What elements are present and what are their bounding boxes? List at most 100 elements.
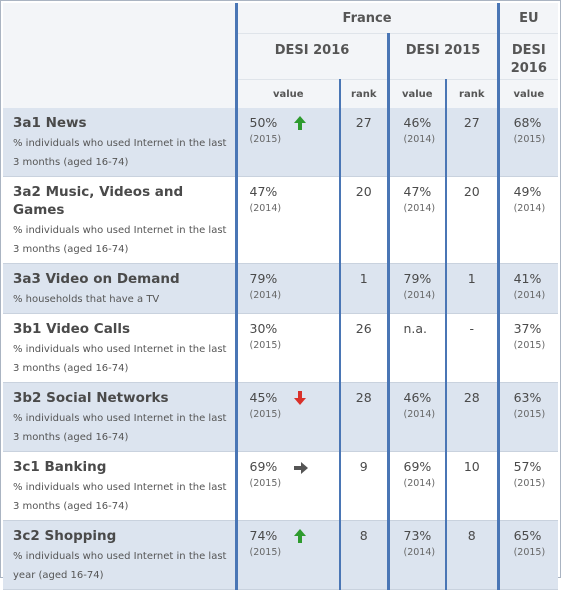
value-2015: 46%	[403, 390, 432, 405]
value-2015-cell: 46% (2014)	[388, 382, 446, 452]
rank-2015: 10	[444, 451, 500, 521]
value-2016: 74%	[249, 528, 278, 543]
indicator-title: 3a2 Music, Videos and Games	[13, 184, 184, 218]
rank-2016: 26	[340, 313, 390, 383]
arrow-up-icon	[294, 529, 339, 543]
trend-cell	[294, 108, 341, 177]
table-row: 3b1 Video Calls % individuals who used In…	[3, 313, 559, 383]
indicator-description: % individuals who used Internet in the l…	[13, 225, 227, 255]
arrow-right-icon	[294, 462, 339, 474]
indicator-title: 3a1 News	[13, 115, 87, 131]
eu-value-cell: 49% (2014)	[498, 176, 559, 264]
value-2015: 79%	[403, 271, 432, 286]
value-2016-cell: 50% (2015)	[236, 108, 294, 177]
eu-value-year: (2015)	[513, 134, 546, 145]
value-2015-year: (2014)	[403, 203, 436, 214]
header-desi-2016: DESI 2016	[236, 33, 390, 80]
rank-2015: 1	[444, 263, 500, 314]
rank-2015: -	[444, 313, 500, 383]
trend-cell	[294, 451, 341, 521]
eu-value-year: (2014)	[513, 290, 546, 301]
value-2015: 73%	[403, 528, 432, 543]
indicator-cell: 3b2 Social Networks % individuals who use…	[3, 382, 238, 452]
value-2016-cell: 69% (2015)	[236, 451, 294, 521]
rank-2015: 28	[444, 382, 500, 452]
indicator-description: % individuals who used Internet in the l…	[13, 482, 227, 512]
rank-2016: 28	[340, 382, 390, 452]
trend-cell	[294, 313, 341, 383]
value-2015-cell: 79% (2014)	[388, 263, 446, 314]
rank-2016: 1	[340, 263, 390, 314]
eu-value-cell: 41% (2014)	[498, 263, 559, 314]
eu-value-cell: 63% (2015)	[498, 382, 559, 452]
indicator-description: % individuals who used Internet in the l…	[13, 551, 227, 581]
indicator-cell: 3a1 News % individuals who used Internet …	[3, 108, 238, 177]
header-blank-cell	[3, 3, 238, 108]
header-desi-2015: DESI 2015	[388, 33, 500, 80]
table-row: 3c2 Shopping % individuals who used Inter…	[3, 520, 559, 590]
value-2016-cell: 45% (2015)	[236, 382, 294, 452]
indicator-cell: 3a2 Music, Videos and Games % individuals…	[3, 176, 238, 264]
indicator-description: % households that have a TV	[13, 294, 160, 305]
eu-value-year: (2015)	[513, 409, 546, 420]
value-2015-cell: 69% (2014)	[388, 451, 446, 521]
header-eu: EU	[498, 3, 559, 34]
arrow-up-icon	[294, 116, 339, 130]
header-eu-desi-2016: DESI 2016	[498, 33, 559, 80]
value-2016-year: (2014)	[249, 203, 282, 214]
value-2015-year: (2014)	[403, 409, 436, 420]
eu-value: 57%	[513, 459, 542, 474]
indicator-cell: 3a3 Video on Demand % households that hav…	[3, 263, 238, 314]
indicator-title: 3b2 Social Networks	[13, 390, 169, 406]
indicator-title: 3c2 Shopping	[13, 528, 117, 544]
eu-value: 41%	[513, 271, 542, 286]
value-2016: 50%	[249, 115, 278, 130]
value-2016: 45%	[249, 390, 278, 405]
value-2016-year: (2015)	[249, 547, 282, 558]
value-2016: 69%	[249, 459, 278, 474]
value-2015-cell: 73% (2014)	[388, 520, 446, 590]
value-2015-cell: 47% (2014)	[388, 176, 446, 264]
header-rank-2015: rank	[446, 79, 500, 108]
indicator-description: % individuals who used Internet in the l…	[13, 344, 227, 374]
value-2015: 47%	[403, 184, 432, 199]
indicator-cell: 3c1 Banking % individuals who used Intern…	[3, 451, 238, 521]
value-2015-cell: 46% (2014)	[388, 108, 446, 177]
eu-value-year: (2015)	[513, 478, 546, 489]
table-row: 3a1 News % individuals who used Internet …	[3, 108, 559, 177]
eu-value-cell: 37% (2015)	[498, 313, 559, 383]
value-2015-year: (2014)	[403, 478, 436, 489]
eu-value: 37%	[513, 321, 542, 336]
value-2016-year: (2015)	[249, 478, 282, 489]
value-2016-year: (2014)	[249, 290, 282, 301]
indicator-description: % individuals who used Internet in the l…	[13, 413, 227, 443]
header-value-2016: value	[236, 79, 341, 108]
eu-value-year: (2014)	[513, 203, 546, 214]
table-row: 3a2 Music, Videos and Games % individuals…	[3, 176, 559, 264]
value-2015-year: (2014)	[403, 290, 436, 301]
trend-cell	[294, 382, 341, 452]
value-2015-cell: n.a.	[388, 313, 446, 383]
value-2016: 30%	[249, 321, 278, 336]
indicator-description: % individuals who used Internet in the l…	[13, 138, 227, 168]
trend-cell	[294, 176, 341, 264]
value-2016-cell: 47% (2014)	[236, 176, 294, 264]
indicator-cell: 3c2 Shopping % individuals who used Inter…	[3, 520, 238, 590]
rank-2015: 27	[444, 108, 500, 177]
value-2016: 79%	[249, 271, 278, 286]
eu-value-year: (2015)	[513, 340, 546, 351]
header-value-2015: value	[388, 79, 447, 108]
rank-2016: 20	[340, 176, 390, 264]
eu-value: 63%	[513, 390, 542, 405]
value-2016-cell: 74% (2015)	[236, 520, 294, 590]
indicator-cell: 3b1 Video Calls % individuals who used In…	[3, 313, 238, 383]
rank-2016: 27	[340, 108, 390, 177]
arrow-down-icon	[294, 391, 339, 405]
header-france: France	[236, 3, 500, 34]
value-2016-year: (2015)	[249, 340, 282, 351]
value-2016: 47%	[249, 184, 278, 199]
rank-2015: 8	[444, 520, 500, 590]
value-2016-cell: 30% (2015)	[236, 313, 294, 383]
trend-cell	[294, 263, 341, 314]
trend-cell	[294, 520, 341, 590]
